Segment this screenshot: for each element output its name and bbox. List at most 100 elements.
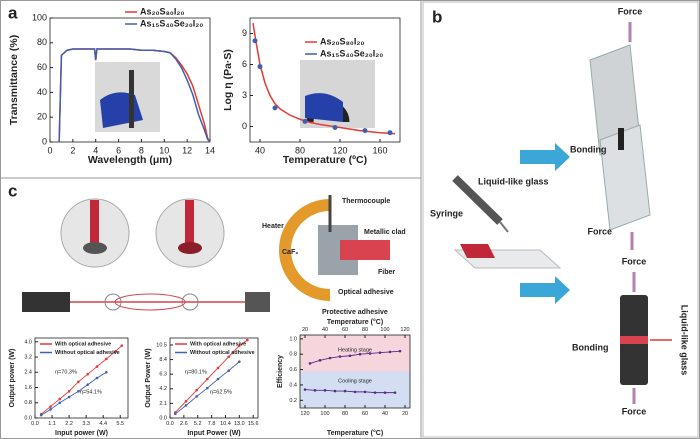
glass-rod <box>129 70 134 128</box>
legend-label: Without optical adhesive <box>55 350 120 356</box>
data-point <box>184 400 188 403</box>
data-point <box>86 372 89 376</box>
plot-frame <box>49 17 211 143</box>
data-point <box>362 128 368 134</box>
y-axis-label: Transmittance (%) <box>8 35 20 125</box>
data-point <box>323 389 327 392</box>
data-point <box>184 404 188 407</box>
data-point <box>174 412 177 416</box>
y-tick-label: 6 <box>242 59 247 69</box>
x2-tick-label: 80 <box>342 411 348 417</box>
data-point <box>67 390 71 393</box>
legend-label: As₁₅S₄₀Se₂₀I₂₀ <box>140 18 203 28</box>
x2-tick-label: 40 <box>382 411 388 417</box>
glass-drop <box>460 244 495 258</box>
data-point <box>206 377 209 381</box>
series-line <box>58 48 211 143</box>
legend-label: As₂₀S₈₀I₂₀ <box>140 6 184 16</box>
x-tick-label: 5.5 <box>116 421 124 427</box>
data-point <box>49 405 52 408</box>
bonding-label: Bonding <box>570 144 607 154</box>
x-axis-label: Input power (W) <box>55 430 108 437</box>
x-tick-label: 4.4 <box>99 421 107 427</box>
x-tick-label: 13.0 <box>234 421 245 427</box>
x2-axis-label: Temperature (°C) <box>327 429 383 437</box>
series-line <box>175 339 248 413</box>
data-point <box>216 377 220 381</box>
x-tick-label: 10 <box>159 145 169 155</box>
x-tick-label: 4 <box>93 145 98 155</box>
joint <box>181 293 199 311</box>
x-tick-label: 12 <box>182 145 192 155</box>
x2-tick-label: 20 <box>402 411 408 417</box>
x-tick-label: 2 <box>70 145 75 155</box>
y-tick-label: 3 <box>242 90 247 100</box>
x-tick-label: 60 <box>342 327 348 333</box>
data-point <box>348 354 352 358</box>
data-point <box>227 369 230 372</box>
annotation: η=80.1% <box>185 369 207 375</box>
data-point <box>195 395 198 398</box>
x-tick-label: 5.2 <box>194 421 202 427</box>
x-axis-label: Wavelength (μm) <box>88 154 172 166</box>
annotation: η=62.5% <box>210 389 232 395</box>
data-point <box>39 413 43 417</box>
cooling-band <box>300 371 410 408</box>
data-point <box>393 391 397 394</box>
data-point <box>86 383 89 386</box>
x-tick-label: 80 <box>295 145 305 155</box>
series-line <box>40 371 107 416</box>
legend-label: With optical adhesive <box>55 341 111 347</box>
y-tick-label: 4.0 <box>24 339 32 345</box>
y-tick-label: 2.1 <box>159 401 167 407</box>
y-tick-label: 0.0 <box>24 415 32 421</box>
adhesive <box>178 242 202 254</box>
y-axis-label: Output power (W) <box>9 349 16 408</box>
data-point <box>105 357 108 361</box>
data-point <box>238 360 241 363</box>
panel-label: a <box>8 3 18 22</box>
process-arrow <box>520 143 570 171</box>
y-tick-label: 3.2 <box>24 355 32 361</box>
data-point <box>206 386 209 390</box>
y-tick-label: 4.2 <box>159 386 167 392</box>
data-point <box>227 355 230 359</box>
data-point <box>333 389 337 393</box>
bond-line <box>618 128 624 150</box>
force-label: Force <box>618 6 643 16</box>
x-tick-label: 100 <box>380 327 389 333</box>
data-point <box>238 344 241 347</box>
y-tick-label: 0.8 <box>289 352 297 358</box>
data-point <box>332 125 338 131</box>
laser <box>22 292 70 312</box>
x-tick-label: 0 <box>47 145 52 155</box>
y-tick-label: 8.4 <box>159 357 167 363</box>
heater <box>279 199 331 301</box>
y-tick-label: 0.2 <box>289 398 297 404</box>
series-line <box>309 350 401 364</box>
x-tick-label: 14 <box>205 145 215 155</box>
x-axis-label: Temperature (ºC) <box>283 154 367 166</box>
data-point <box>216 366 220 370</box>
data-point <box>252 38 258 44</box>
diagram-label: Optical adhesive <box>338 289 394 296</box>
data-point <box>303 388 307 391</box>
panel-label: b <box>432 7 442 26</box>
glove <box>305 93 343 122</box>
glass-label: Liquid-like glass <box>478 176 549 186</box>
x-tick-label: 120 <box>332 145 347 155</box>
x-tick-label: 3.3 <box>82 421 90 427</box>
series-line <box>304 389 395 394</box>
data-point <box>77 390 80 393</box>
data-point <box>387 130 393 136</box>
data-point <box>246 338 249 342</box>
annotation: η=70.3% <box>55 369 77 375</box>
x-tick-label: 40 <box>255 145 265 155</box>
data-point <box>67 395 71 399</box>
x-tick-label: 10.4 <box>220 421 231 427</box>
x-axis-label: Temperature (°C) <box>327 318 383 326</box>
y-axis-label: Efficiency <box>277 355 284 388</box>
x-tick-label: 6 <box>116 145 121 155</box>
data-point <box>398 349 402 353</box>
x-tick-label: 20 <box>302 327 308 333</box>
